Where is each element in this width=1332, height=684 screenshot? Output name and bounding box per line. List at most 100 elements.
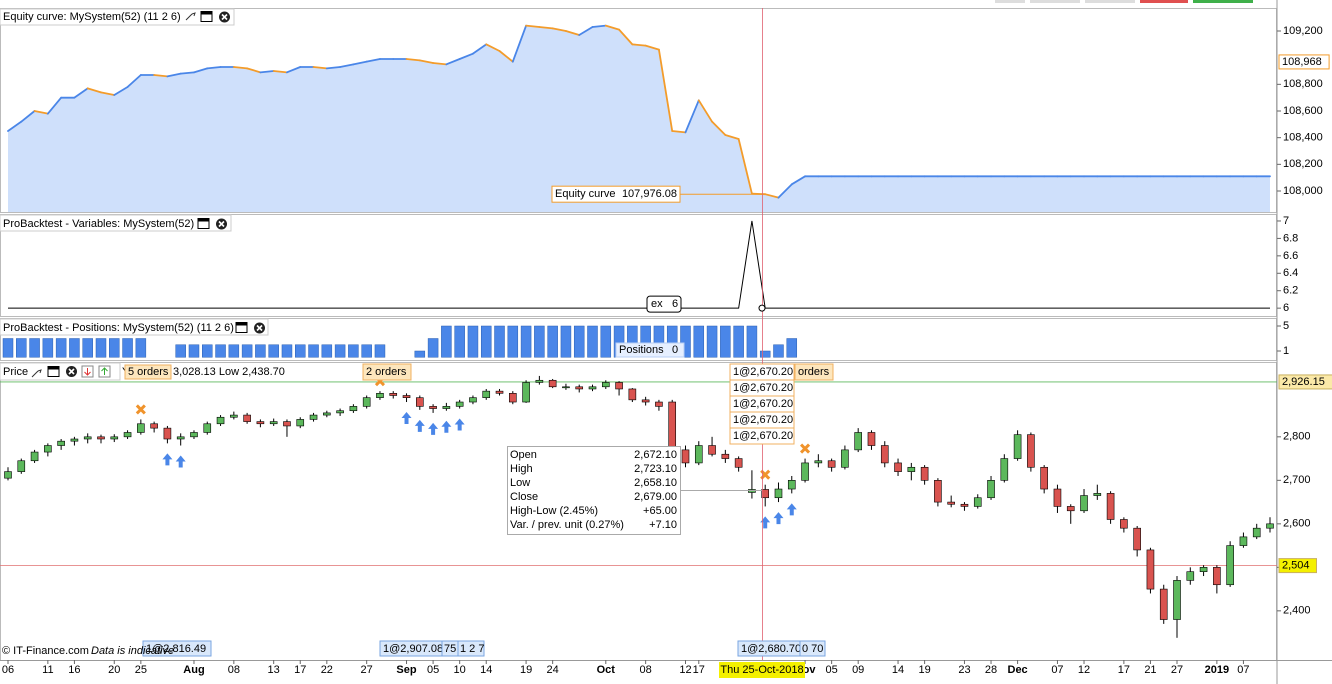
order-box [124,364,172,380]
candle-body [309,414,318,420]
order-label: 1@2,680.70 [741,643,801,655]
position-bar [188,344,200,358]
x-tick-label: 06 [2,664,14,676]
position-bar [295,344,306,358]
position-bar [16,338,27,358]
candle-body [787,480,796,490]
cursor-point [758,304,766,312]
candle-body [455,401,464,407]
x-tick-label: 20 [108,664,120,676]
equity-line [777,183,793,199]
equity-line [86,87,102,94]
candle-body [230,414,238,418]
annotation-value: 107,976.08 [622,188,677,200]
y-tick-label: 2,800 [1283,431,1311,443]
candle-body [774,488,783,499]
x-tick-label: 05 [427,664,439,676]
equity-line [671,130,687,134]
candle-body [522,382,530,403]
x-tick-label: 17 [294,664,306,676]
order-label: 1@2,670.20 [733,398,793,410]
equity-line [206,66,222,70]
candle-body [482,390,491,398]
candle-body [1093,493,1102,496]
position-bar [109,338,120,358]
candle-body [535,379,544,383]
x-tick-label: Aug [183,664,204,676]
equity-line [246,67,262,74]
annotation-box [551,185,681,203]
equity-line [232,66,249,70]
title-box [0,8,235,26]
position-bar [534,325,545,358]
candle-body [190,432,198,438]
candle-body [1040,466,1048,490]
position-bar [480,325,492,358]
info-value: 2,723.10 [634,463,677,475]
x-tick-label: 07 [1051,664,1063,676]
equity-line [764,193,780,199]
annotation-box [615,342,685,358]
equity-line [325,66,342,70]
y-tick-label: 108,600 [1283,105,1323,117]
candle-body [83,436,92,440]
candle-body [1199,567,1208,572]
y-tick-label: 7 [1283,215,1289,227]
position-bar [268,344,279,358]
position-bar [308,344,319,358]
info-value: 2,672.10 [634,449,677,461]
x-tick-label: 10 [454,664,466,676]
candle-body [362,397,371,407]
candle-body [97,436,105,440]
candle-body [17,460,26,472]
x-tick-label: 24 [547,664,559,676]
candle-body [641,399,650,403]
position-bar [773,344,784,358]
title-icons [31,365,111,378]
y-tick-label: 108,800 [1283,78,1323,90]
x-tick-label: Oct [597,664,616,676]
annotation-value: 6 [672,298,678,310]
candle-body [694,445,703,464]
equity-line [352,60,368,66]
y-tick-label: 6.8 [1283,232,1298,244]
candle-body [349,406,358,412]
candle-body [442,406,451,409]
candle-body [469,397,477,403]
equity-line [312,66,328,70]
candle-body [628,388,637,401]
note: Data is indicative [91,645,174,657]
candle-body [323,412,331,416]
candle-body [376,393,384,398]
position-bar [547,325,558,358]
order-box [799,640,826,657]
order-stack: 1@2,670.20 1@2,670.20 1@2,670.20 1@2,670.20… [729,363,795,445]
toolbar-button[interactable] [1085,0,1135,3]
y-tick-label: 6.2 [1283,285,1298,297]
candle-body [269,421,278,425]
toolbar-button[interactable] [1193,0,1253,3]
toolbar-button[interactable] [1140,0,1188,3]
order-label: 5 orders [128,366,169,378]
candle-body [1013,434,1022,459]
candle-body [1066,506,1075,512]
x-tick-label: 21 [1144,664,1156,676]
x-tick-label: 28 [985,664,997,676]
annotation-name: Positions [619,344,664,356]
equity-line [193,67,209,74]
sell-cross [135,404,146,415]
equity-line [418,59,434,64]
x-tick-label: 19 [520,664,532,676]
position-bar [786,338,798,358]
position-bar [759,350,771,358]
last-value-label: 108,968 [1282,56,1322,68]
info-rows: Open 2,672.10 High 2,723.10 Low 2,658.10 Close… [510,449,677,531]
toolbar-button[interactable] [1030,0,1080,3]
toolbar-button[interactable] [995,0,1025,3]
equity-line [458,52,474,60]
candle-body [655,401,663,407]
candle-body [987,480,995,499]
panel-title: Price [3,366,28,378]
position-bar [69,338,80,358]
